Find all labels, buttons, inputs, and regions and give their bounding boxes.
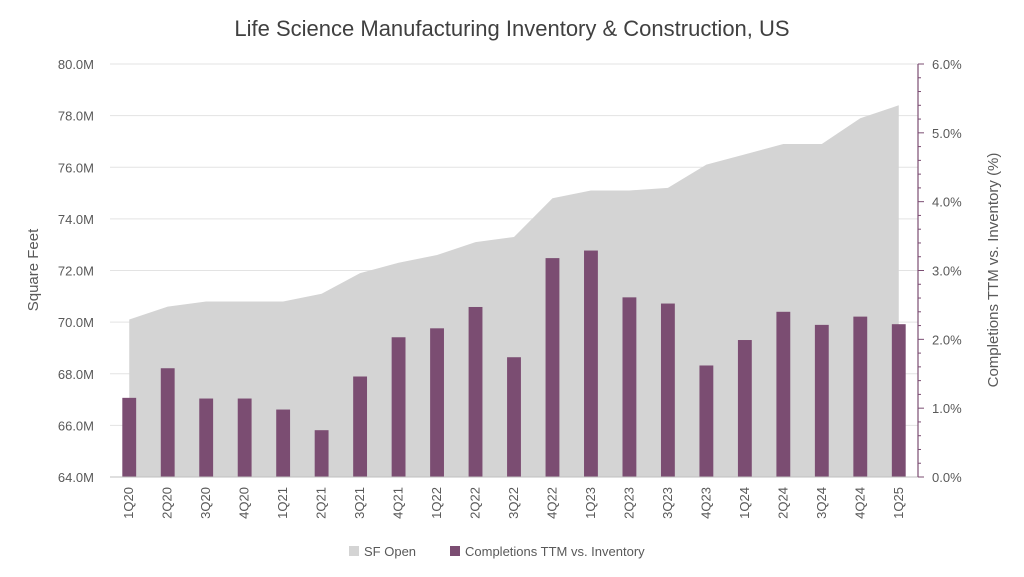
bar-2Q21: [314, 430, 329, 477]
x-tick-label: 3Q22: [506, 487, 521, 519]
right-tick-labels: 0.0% 1.0% 2.0% 3.0% 4.0% 5.0% 6.0%: [932, 57, 962, 485]
bar-1Q25: [891, 324, 906, 477]
left-tick-label: 80.0M: [58, 57, 94, 72]
legend-swatch-sf-open: [349, 546, 359, 556]
x-tick-label: 4Q23: [698, 487, 713, 519]
bar-3Q24: [814, 324, 829, 477]
bar-1Q24: [737, 340, 752, 477]
y-axis-left-label: Square Feet: [25, 228, 42, 311]
x-tick-label: 4Q24: [852, 487, 867, 519]
bar-4Q21: [391, 337, 406, 477]
left-tick-label: 68.0M: [58, 367, 94, 382]
x-tick-label: 3Q21: [352, 487, 367, 519]
left-tick-label: 70.0M: [58, 315, 94, 330]
left-tick-label: 66.0M: [58, 418, 94, 433]
bar-3Q21: [353, 376, 368, 477]
bar-4Q20: [237, 398, 252, 477]
x-tick-label: 2Q23: [621, 487, 636, 519]
x-tick-label: 3Q24: [814, 487, 829, 519]
bar-1Q20: [122, 397, 137, 477]
legend-label-completions: Completions TTM vs. Inventory: [465, 544, 645, 559]
bar-3Q23: [660, 303, 675, 477]
x-tick-labels: 1Q20 2Q20 3Q20 4Q20 1Q21 2Q21 3Q21 4Q21 1Q22 2Q22…: [121, 487, 906, 519]
x-tick-label: 2Q20: [160, 487, 175, 519]
x-tick-label: 1Q22: [429, 487, 444, 519]
x-tick-label: 1Q25: [891, 487, 906, 519]
x-tick-label: 4Q20: [237, 487, 252, 519]
bar-2Q23: [622, 297, 637, 477]
left-tick-label: 76.0M: [58, 160, 94, 175]
x-tick-label: 4Q22: [544, 487, 559, 519]
y-axis-right-label: Completions TTM vs. Inventory (%): [985, 153, 1002, 388]
right-tick-label: 3.0%: [932, 264, 962, 279]
x-tick-label: 1Q23: [583, 487, 598, 519]
right-tick-label: 4.0%: [932, 195, 962, 210]
x-tick-label: 2Q24: [775, 487, 790, 519]
x-tick-label: 1Q20: [121, 487, 136, 519]
x-tick-label: 2Q22: [468, 487, 483, 519]
legend-label-sf-open: SF Open: [364, 544, 416, 559]
bar-series: [122, 250, 906, 477]
left-tick-label: 72.0M: [58, 264, 94, 279]
chart-title: Life Science Manufacturing Inventory & C…: [234, 16, 789, 41]
x-tick-label: 2Q21: [314, 487, 329, 519]
bar-1Q23: [584, 250, 598, 477]
bar-3Q22: [507, 357, 521, 477]
legend: SF Open Completions TTM vs. Inventory: [349, 544, 645, 559]
bar-4Q22: [545, 258, 560, 477]
bar-3Q20: [199, 398, 214, 477]
right-tick-label: 6.0%: [932, 57, 962, 72]
x-tick-label: 3Q23: [660, 487, 675, 519]
left-tick-labels: 64.0M 66.0M 68.0M 70.0M 72.0M 74.0M 76.0M 78.0M…: [58, 57, 94, 485]
x-tick-label: 3Q20: [198, 487, 213, 519]
x-tick-label: 1Q24: [737, 487, 752, 519]
left-tick-label: 78.0M: [58, 109, 94, 124]
x-tick-label: 4Q21: [391, 487, 406, 519]
bar-2Q20: [160, 368, 175, 477]
right-tick-label: 1.0%: [932, 401, 962, 416]
bar-4Q24: [853, 316, 868, 477]
bar-2Q22: [468, 306, 483, 477]
bar-1Q21: [276, 409, 291, 477]
right-tick-label: 0.0%: [932, 470, 962, 485]
bar-4Q23: [699, 365, 714, 477]
right-tick-label: 5.0%: [932, 126, 962, 141]
axes: [110, 63, 924, 478]
bar-2Q24: [776, 311, 791, 477]
left-tick-label: 64.0M: [58, 470, 94, 485]
x-tick-label: 1Q21: [275, 487, 290, 519]
left-tick-label: 74.0M: [58, 212, 94, 227]
legend-swatch-completions: [450, 546, 460, 556]
bar-1Q22: [430, 328, 444, 477]
right-tick-label: 2.0%: [932, 332, 962, 347]
